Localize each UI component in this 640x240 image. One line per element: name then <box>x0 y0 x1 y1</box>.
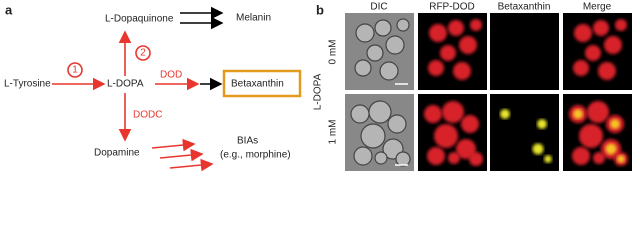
cell <box>598 62 616 80</box>
node: L-Dopaquinone <box>105 14 174 25</box>
cell <box>500 109 510 119</box>
node: L-Tyrosine <box>4 79 51 90</box>
enzyme: DODC <box>133 110 162 121</box>
cell <box>537 119 547 129</box>
panel-label: a <box>5 2 13 17</box>
cell <box>593 152 605 164</box>
cell <box>579 124 603 148</box>
node: Betaxanthin <box>231 79 284 90</box>
cell <box>573 60 589 76</box>
cell <box>605 143 617 155</box>
cell <box>573 109 583 119</box>
column-label: RFP-DOD <box>429 2 475 13</box>
cell <box>456 139 476 159</box>
cell <box>360 123 386 149</box>
cell <box>385 35 405 55</box>
cell <box>379 61 399 81</box>
cell <box>544 155 552 163</box>
row-axis-label: L-DOPA <box>313 73 324 110</box>
cell <box>374 151 388 165</box>
cell <box>448 20 464 36</box>
cell <box>427 147 445 165</box>
cell <box>470 19 482 31</box>
cell <box>434 124 458 148</box>
column-label: Merge <box>583 2 612 13</box>
panel-label: b <box>316 2 324 17</box>
cell <box>574 24 592 42</box>
node: (e.g., morphine) <box>220 150 291 161</box>
node: Melanin <box>236 13 271 24</box>
node: BIAs <box>237 136 258 147</box>
cell <box>448 152 460 164</box>
cell <box>354 59 372 77</box>
cell <box>461 115 479 133</box>
image <box>490 13 559 90</box>
box <box>222 69 302 98</box>
cell <box>585 45 601 61</box>
cell <box>424 105 442 123</box>
cell <box>429 24 447 42</box>
cell <box>587 101 609 123</box>
cell <box>355 23 375 43</box>
row-label: 0 mM <box>328 40 339 65</box>
cell <box>368 100 392 124</box>
figure: a L-Dopaquinone Melanin L-Tyrosine L-DOP… <box>4 2 632 172</box>
cell <box>572 147 590 165</box>
cell <box>604 36 622 54</box>
cell <box>593 20 609 36</box>
cell <box>428 60 444 76</box>
cell <box>366 44 384 62</box>
column-label: Betaxanthin <box>498 2 551 13</box>
cell <box>353 146 373 166</box>
cell <box>453 62 471 80</box>
cell <box>610 119 620 129</box>
cell <box>532 143 544 155</box>
micrographs <box>345 13 632 171</box>
step: 2 <box>140 48 146 59</box>
cell <box>442 101 464 123</box>
column-label: DIC <box>370 2 387 13</box>
cell <box>350 104 370 124</box>
cell <box>440 45 456 61</box>
cell <box>617 155 625 163</box>
cell <box>374 19 392 37</box>
cell <box>469 152 483 166</box>
arrows <box>180 6 224 91</box>
cell <box>459 36 477 54</box>
cell <box>387 114 407 134</box>
row-label: 1 mM <box>328 120 339 145</box>
cell <box>396 18 410 32</box>
node: L-DOPA <box>107 79 144 90</box>
cell <box>615 19 627 31</box>
step: 1 <box>72 65 78 76</box>
node: Dopamine <box>94 148 140 159</box>
red-arrows <box>52 30 214 172</box>
cell <box>395 151 411 167</box>
enzyme: DOD <box>160 70 182 81</box>
